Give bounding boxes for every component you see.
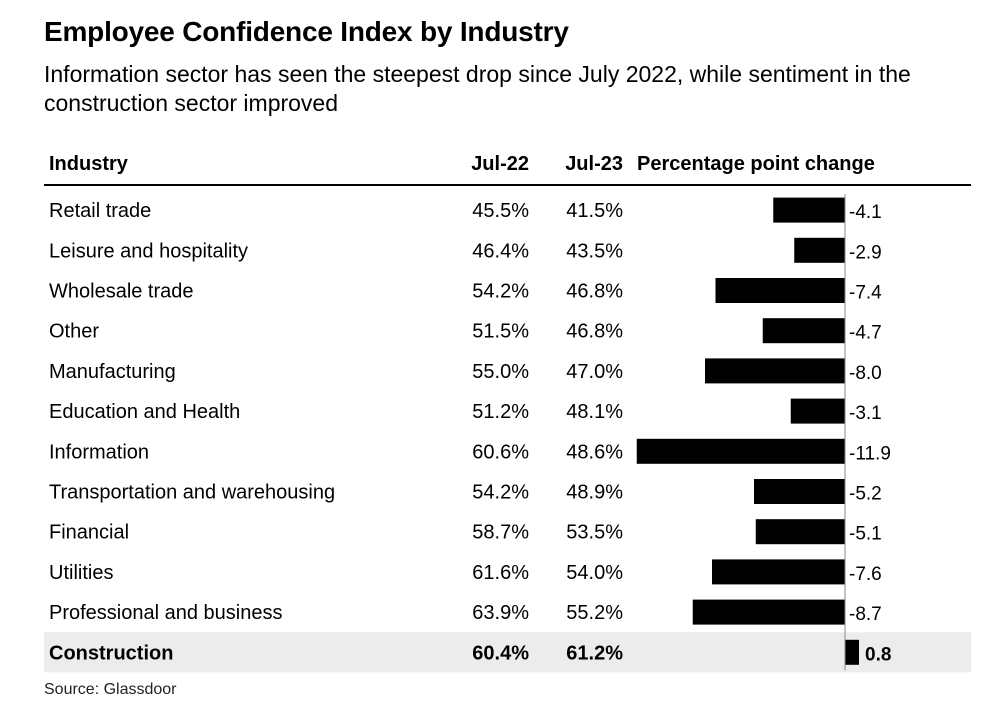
jul22-value: 54.2% [472,281,529,303]
change-label: -7.4 [849,283,882,304]
source-note: Source: Glassdoor [44,681,177,698]
industry-label: Education and Health [49,401,240,423]
industry-label: Transportation and warehousing [49,482,335,504]
change-bar [754,479,845,504]
change-bar [794,237,845,263]
change-label: -3.1 [849,403,882,424]
jul23-value: 48.6% [566,441,623,463]
change-label: -2.9 [849,242,882,263]
industry-label: Construction [49,642,173,664]
highlight-row-bg [44,632,971,673]
change-label: -5.2 [849,484,882,505]
jul23-value: 41.5% [566,200,623,222]
chart-subtitle: Information sector has seen the steepest… [44,61,911,116]
change-label: -4.7 [849,323,882,344]
industry-label: Leisure and hospitality [49,240,248,262]
change-label: 0.8 [865,644,891,665]
industry-label: Retail trade [49,200,151,222]
industry-label: Financial [49,522,129,544]
industry-label: Manufacturing [49,361,176,383]
jul23-value: 47.0% [566,361,623,383]
industry-label: Utilities [49,562,113,584]
jul23-value: 48.1% [566,401,623,423]
jul22-value: 45.5% [472,200,529,222]
jul22-value: 51.2% [472,401,529,423]
header-jul23: Jul-23 [565,153,623,175]
jul23-value: 55.2% [566,602,623,624]
change-label: -7.6 [849,564,882,585]
change-label: -11.9 [849,443,891,464]
jul22-value: 58.7% [472,522,529,544]
change-bar [845,639,859,665]
jul23-value: 53.5% [566,522,623,544]
change-label: -8.0 [849,363,882,384]
jul22-value: 46.4% [472,240,529,262]
jul22-value: 55.0% [472,361,529,383]
jul22-value: 60.4% [472,642,529,664]
jul22-value: 54.2% [472,482,529,504]
change-bar [636,438,845,464]
header-industry: Industry [49,153,129,175]
change-bar [715,278,845,303]
change-bar [692,599,845,625]
industry-label: Professional and business [49,602,282,624]
change-label: -4.1 [849,202,882,223]
industry-label: Other [49,321,99,343]
jul22-value: 60.6% [472,441,529,463]
jul22-value: 63.9% [472,602,529,624]
jul23-value: 54.0% [566,562,623,584]
change-bar [755,519,845,545]
header-change: Percentage point change [637,153,875,175]
change-bar [712,559,845,585]
change-bar [762,318,845,344]
industry-label: Wholesale trade [49,281,194,303]
jul23-value: 46.8% [566,281,623,303]
jul23-value: 43.5% [566,240,623,262]
change-label: -5.1 [849,524,882,545]
jul23-value: 61.2% [566,642,623,664]
change-bar [705,358,845,384]
industry-label: Information [49,441,149,463]
jul22-value: 51.5% [472,321,529,343]
jul23-value: 48.9% [566,482,623,504]
change-bar [790,398,845,424]
change-bar [773,197,845,223]
chart-title: Employee Confidence Index by Industry [44,16,569,47]
jul23-value: 46.8% [566,321,623,343]
jul22-value: 61.6% [472,562,529,584]
change-label: -8.7 [849,604,882,625]
header-jul22: Jul-22 [471,153,529,175]
